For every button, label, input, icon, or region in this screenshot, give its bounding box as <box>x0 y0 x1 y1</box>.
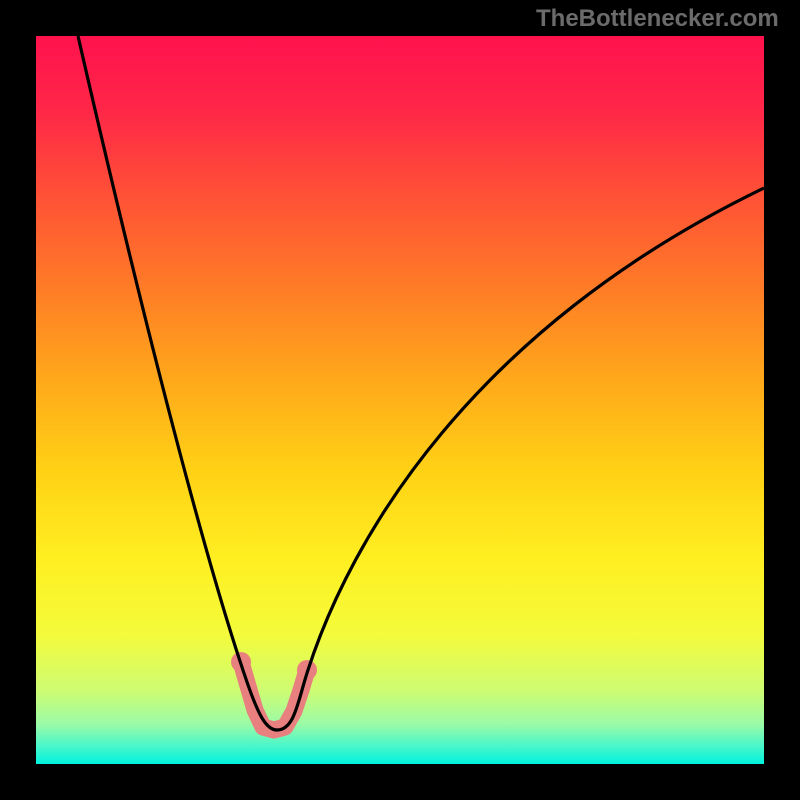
chart-svg <box>0 0 800 800</box>
watermark-text: TheBottlenecker.com <box>536 5 779 33</box>
gradient-background <box>36 36 764 764</box>
